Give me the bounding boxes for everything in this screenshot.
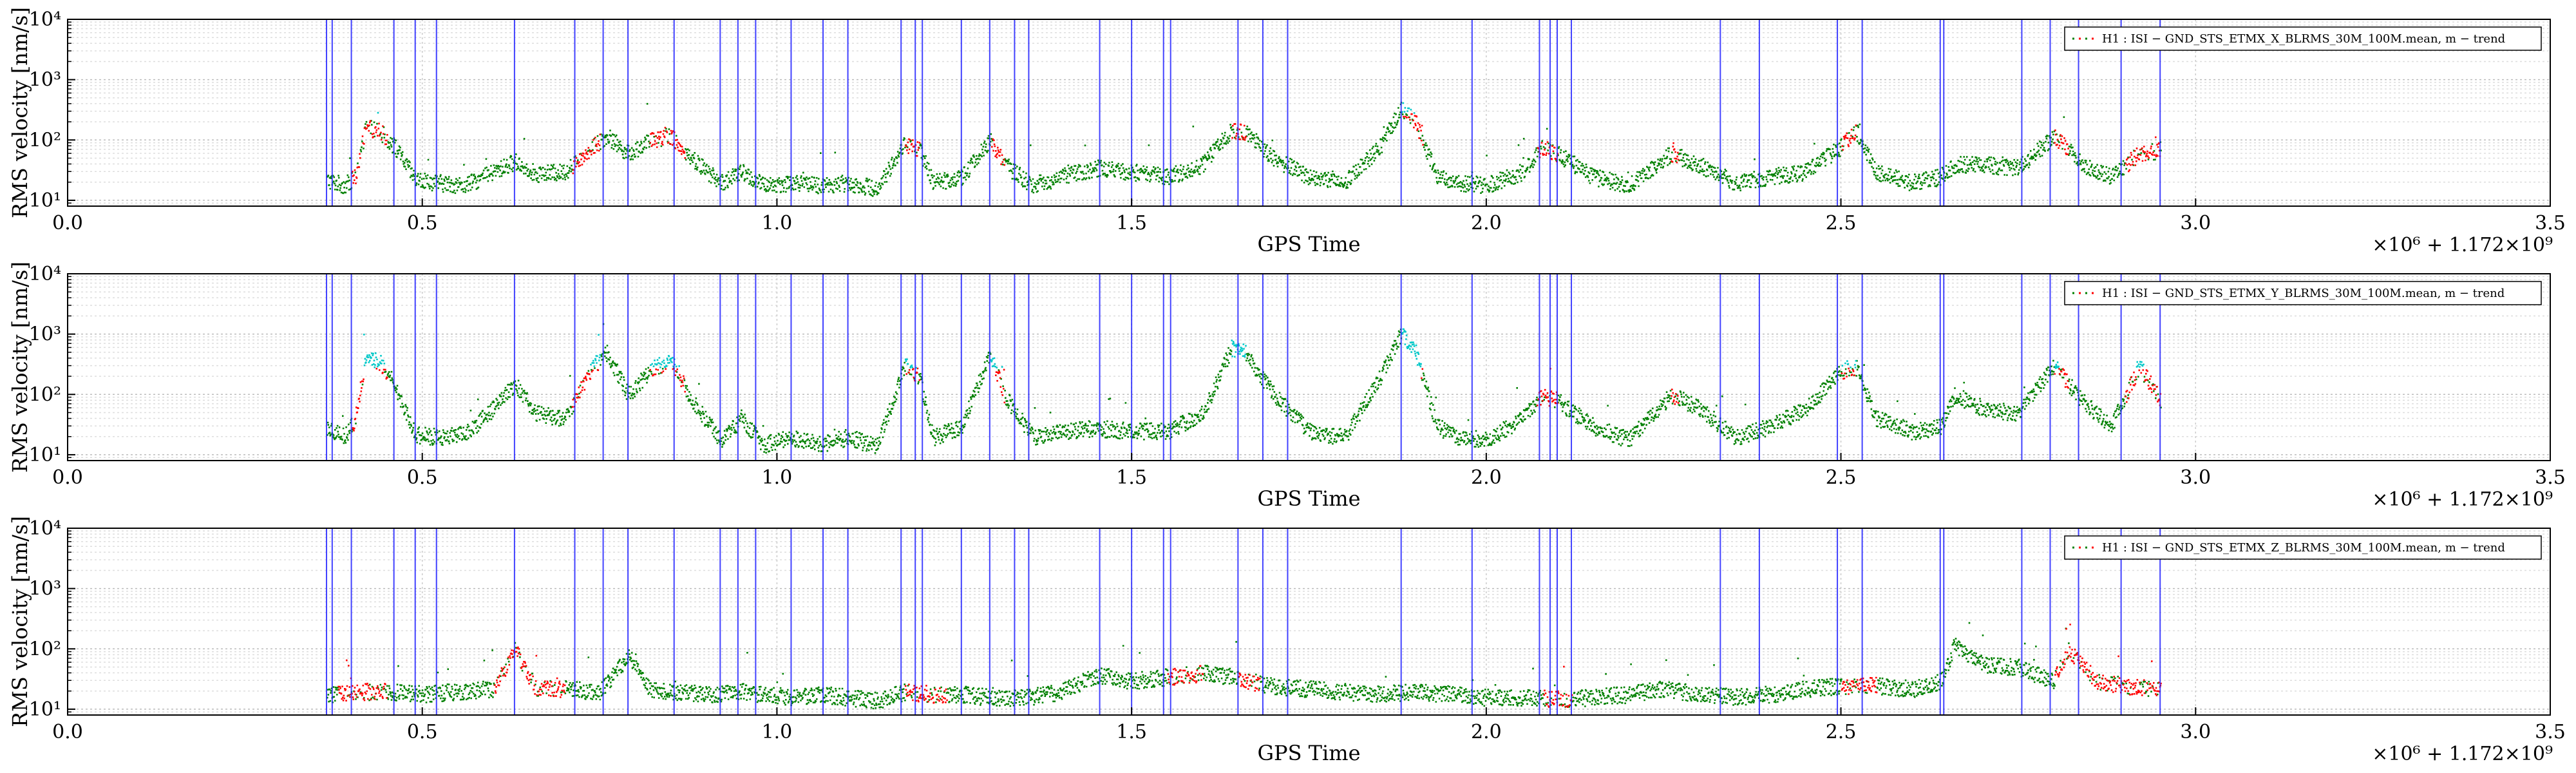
x-tick-label: 0.5 [407, 212, 438, 234]
series-points [327, 101, 2162, 197]
x-tick-label: 2.0 [1471, 466, 1502, 489]
data-points-quiet [327, 101, 2162, 197]
legend-entry: H1 : ISI − GND_STS_ETMX_X_BLRMS_30M_100M… [2102, 32, 2505, 46]
legend-marker [2085, 37, 2087, 40]
x-tick-label: 3.5 [2535, 466, 2566, 489]
x-tick-label: 3.0 [2180, 212, 2211, 234]
x-tick-label: 0.5 [407, 466, 438, 489]
legend-box [2064, 26, 2542, 51]
y-tick-label: 10⁴ [29, 263, 61, 285]
legend: H1 : ISI − GND_STS_ETMX_Z_BLRMS_30M_100M… [2064, 535, 2542, 560]
legend-entry: H1 : ISI − GND_STS_ETMX_Z_BLRMS_30M_100M… [2102, 541, 2505, 555]
chart-panel-2: 10¹ 10² 10³ 10⁴ 0.0 0.5 1.0 1.5 2.0 2.5 3.0 3.5 GPS … [8, 262, 2566, 511]
x-axis-label: GPS Time [1257, 486, 1360, 511]
legend-marker [2079, 37, 2081, 40]
data-points-elevated [352, 113, 2161, 184]
x-offset-label: ×10⁶ + 1.172×10⁹ [2372, 743, 2553, 765]
legend-marker [2079, 546, 2081, 549]
y-axis-label: RMS velocity [nm/s] [8, 7, 32, 218]
x-tick-label: 2.5 [1826, 721, 1857, 743]
x-tick-label: 2.5 [1826, 466, 1857, 489]
plot-frame [67, 19, 2551, 207]
plot-frame [67, 273, 2551, 461]
y-tick-label: 10² [29, 638, 61, 660]
legend-marker [2085, 292, 2087, 294]
x-tick-label: 0.5 [407, 721, 438, 743]
data-points-quiet [327, 622, 2159, 710]
y-tick-label: 10² [29, 129, 61, 151]
y-axis-label: RMS velocity [nm/s] [8, 516, 32, 727]
y-tick-label: 10¹ [29, 444, 61, 466]
series-points [327, 323, 2162, 454]
y-axis-label: RMS velocity [nm/s] [8, 262, 32, 473]
legend-marker [2092, 546, 2094, 549]
x-tick-label: 2.5 [1826, 212, 1857, 234]
legend-box [2064, 281, 2542, 305]
legend-marker [2092, 292, 2094, 294]
y-tick-label: 10³ [29, 578, 61, 600]
legend-marker [2092, 37, 2094, 40]
x-tick-label: 0.0 [52, 721, 83, 743]
y-tick-label: 10⁴ [29, 8, 61, 31]
y-tick-label: 10³ [29, 69, 61, 91]
chart-panel-3: 10¹ 10² 10³ 10⁴ 0.0 0.5 1.0 1.5 2.0 2.5 3.0 3.5 GPS … [8, 516, 2566, 765]
series-points [327, 622, 2162, 710]
legend-marker [2072, 37, 2074, 40]
x-tick-label: 2.0 [1471, 721, 1502, 743]
y-tick-label: 10¹ [29, 189, 61, 212]
legend-entry: H1 : ISI − GND_STS_ETMX_Y_BLRMS_30M_100M… [2102, 287, 2505, 300]
y-tick-label: 10⁴ [29, 517, 61, 540]
x-tick-label: 1.0 [762, 466, 793, 489]
x-tick-label: 0.0 [52, 212, 83, 234]
plot-frame [67, 528, 2551, 716]
x-tick-label: 3.5 [2535, 721, 2566, 743]
y-tick-label: 10¹ [29, 698, 61, 721]
x-tick-label: 3.0 [2180, 721, 2211, 743]
x-tick-label: 1.0 [762, 212, 793, 234]
legend-marker [2079, 292, 2081, 294]
legend: H1 : ISI − GND_STS_ETMX_Y_BLRMS_30M_100M… [2064, 281, 2542, 305]
legend-marker [2072, 546, 2074, 549]
x-offset-label: ×10⁶ + 1.172×10⁹ [2372, 488, 2553, 511]
x-tick-label: 1.0 [762, 721, 793, 743]
x-axis-label: GPS Time [1257, 232, 1360, 256]
x-offset-label: ×10⁶ + 1.172×10⁹ [2372, 234, 2553, 256]
data-points-quiet [327, 323, 2162, 454]
x-tick-label: 2.0 [1471, 212, 1502, 234]
legend-marker [2072, 292, 2074, 294]
legend-box [2064, 535, 2542, 560]
chart-panel-1: 10¹ 10² 10³ 10⁴ 0.0 0.5 1.0 1.5 2.0 2.5 3.0 3.5 GPS … [8, 7, 2566, 256]
x-tick-label: 3.5 [2535, 212, 2566, 234]
y-tick-label: 10² [29, 383, 61, 406]
x-tick-label: 1.5 [1116, 212, 1147, 234]
legend-marker [2085, 546, 2087, 549]
x-tick-label: 1.5 [1116, 466, 1147, 489]
legend: H1 : ISI − GND_STS_ETMX_X_BLRMS_30M_100M… [2064, 26, 2542, 51]
x-tick-label: 0.0 [52, 466, 83, 489]
x-axis-label: GPS Time [1257, 741, 1360, 765]
y-tick-label: 10³ [29, 323, 61, 346]
x-tick-label: 1.5 [1116, 721, 1147, 743]
x-tick-label: 3.0 [2180, 466, 2211, 489]
